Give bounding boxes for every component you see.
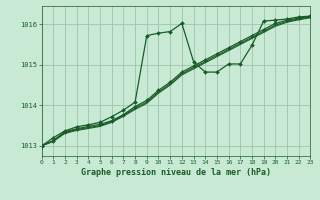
X-axis label: Graphe pression niveau de la mer (hPa): Graphe pression niveau de la mer (hPa) — [81, 168, 271, 177]
